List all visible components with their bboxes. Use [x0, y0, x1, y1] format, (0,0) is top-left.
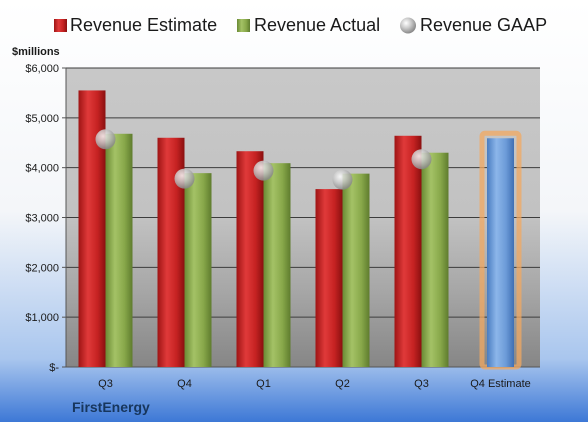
- legend-item-revenue-actual: Revenue Actual: [237, 15, 380, 35]
- bar-revenue-actual: [342, 173, 370, 367]
- bar-revenue-estimate-forecast: [487, 138, 514, 367]
- bar-revenue-estimate: [236, 151, 264, 367]
- x-tick-label: Q3: [98, 378, 113, 390]
- legend-label-gaap: Revenue GAAP: [420, 15, 547, 35]
- y-tick-label: $6,000: [25, 63, 59, 75]
- gridlines: [66, 67, 540, 368]
- y-tick-label: $-: [49, 362, 59, 374]
- legend-swatch-estimate: [54, 19, 67, 32]
- bar-revenue-estimate: [315, 189, 343, 367]
- bar-revenue-actual: [184, 173, 212, 367]
- legend: Revenue Estimate Revenue Actual Revenue …: [54, 15, 547, 35]
- legend-item-revenue-gaap: Revenue GAAP: [400, 15, 547, 35]
- company-name: FirstEnergy: [72, 399, 150, 415]
- y-tick-label: $4,000: [25, 163, 59, 175]
- marker-revenue-gaap: [332, 169, 353, 190]
- bar-revenue-actual: [421, 152, 449, 367]
- x-tick-label: Q2: [335, 378, 350, 390]
- y-tick-label: $5,000: [25, 113, 59, 125]
- bar-revenue-estimate: [394, 135, 422, 367]
- y-tick-label: $1,000: [25, 312, 59, 324]
- x-tick-label: Q3: [414, 378, 429, 390]
- marker-revenue-gaap: [411, 149, 432, 170]
- marker-revenue-gaap: [95, 129, 116, 150]
- bar-revenue-actual: [105, 133, 133, 367]
- x-tick-label: Q4: [177, 378, 192, 390]
- legend-item-revenue-estimate: Revenue Estimate: [54, 15, 217, 35]
- y-axis-ticks: $- $1,000 $2,000 $3,000 $4,000 $5,000 $6,000: [25, 63, 67, 374]
- y-tick-label: $3,000: [25, 213, 59, 225]
- legend-swatch-actual: [237, 19, 250, 32]
- legend-swatch-gaap: [400, 17, 416, 34]
- y-tick-label: $2,000: [25, 262, 59, 274]
- legend-label-estimate: Revenue Estimate: [70, 15, 217, 35]
- x-axis-ticks: Q3 Q4 Q1 Q2 Q3 Q4 Estimate: [98, 378, 531, 390]
- marker-revenue-gaap: [174, 168, 195, 189]
- gaap-markers: [95, 129, 432, 190]
- x-tick-label: Q1: [256, 378, 271, 390]
- bar-revenue-actual: [263, 163, 291, 367]
- y-unit-label: $millions: [12, 46, 60, 58]
- x-tick-label: Q4 Estimate: [470, 378, 531, 390]
- marker-revenue-gaap: [253, 160, 274, 181]
- legend-label-actual: Revenue Actual: [254, 15, 380, 35]
